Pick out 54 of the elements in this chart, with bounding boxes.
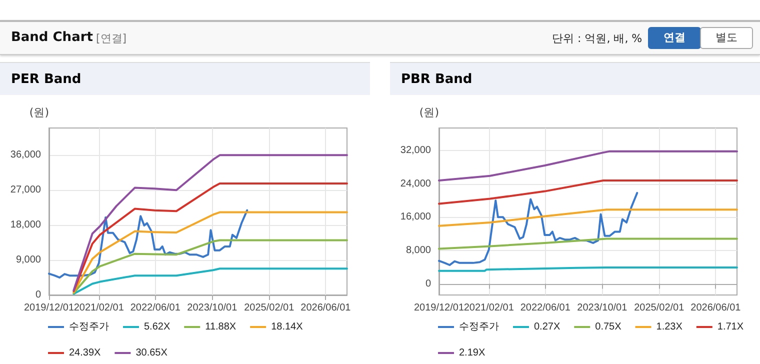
y-tick-label: 32,000	[400, 144, 432, 156]
x-tick-label: 2023/10/01	[577, 302, 628, 314]
line-series	[72, 239, 348, 294]
legend-label: 0.75X	[595, 322, 622, 332]
text: [연결]	[96, 31, 127, 46]
x-tick-label: 2023/10/01	[187, 302, 238, 314]
x-tick-label: 2022/06/01	[130, 302, 181, 314]
x-tick-label: 2021/02/01	[464, 302, 514, 314]
legend-label: 1.71X	[717, 322, 744, 332]
legend-label: 수정주가	[459, 322, 499, 332]
legend-label: 24.39X	[69, 348, 102, 358]
line-series	[72, 268, 348, 295]
line-series	[438, 192, 638, 266]
legend-label: 2.19X	[459, 348, 486, 358]
y-axis-title: (원)	[419, 106, 439, 119]
text: 별도	[700, 27, 753, 49]
legend-label: 11.88X	[205, 322, 236, 332]
y-tick-label: 0	[35, 290, 42, 300]
x-tick-label: 2019/12/01	[24, 302, 74, 314]
text: 연결	[648, 27, 701, 49]
text: 단위 : 억원, 배, %	[552, 31, 642, 46]
line-series	[438, 150, 738, 182]
x-tick-label: 2025/02/01	[634, 302, 685, 314]
legend-label: 30.65X	[136, 348, 168, 358]
y-axis-title: (원)	[29, 106, 49, 119]
text: Band Chart	[11, 30, 93, 45]
x-tick-label: 2026/06/01	[300, 302, 352, 314]
legend-label: 수정주가	[69, 322, 109, 332]
line-series	[72, 182, 348, 292]
line-series	[438, 238, 738, 250]
line-series	[438, 208, 738, 227]
x-tick-label: 2026/06/01	[690, 302, 742, 314]
line-series	[48, 209, 248, 279]
x-tick-label: 2019/12/01	[414, 302, 464, 314]
chart-title: PBR Band	[390, 62, 760, 95]
legend-label: 5.62X	[144, 322, 170, 332]
y-tick-label: 9,000	[16, 254, 42, 266]
y-tick-label: 0	[425, 278, 432, 290]
line-series	[72, 211, 348, 294]
x-tick-label: 2025/02/01	[244, 302, 295, 314]
x-tick-label: 2021/02/01	[74, 302, 124, 314]
legend-label: 18.14X	[271, 322, 304, 332]
legend-label: 1.23X	[656, 322, 683, 332]
y-tick-label: 24,000	[400, 178, 432, 190]
line-series	[72, 154, 348, 292]
line-series	[438, 179, 738, 205]
y-tick-label: 36,000	[10, 150, 42, 161]
y-tick-label: 8,000	[406, 244, 432, 256]
y-tick-label: 18,000	[10, 220, 42, 231]
x-tick-label: 2022/06/01	[520, 302, 571, 314]
legend-label: 0.27X	[534, 322, 560, 332]
y-tick-label: 16,000	[400, 212, 432, 223]
chart-title: PER Band	[0, 62, 370, 95]
y-tick-label: 27,000	[10, 184, 42, 196]
